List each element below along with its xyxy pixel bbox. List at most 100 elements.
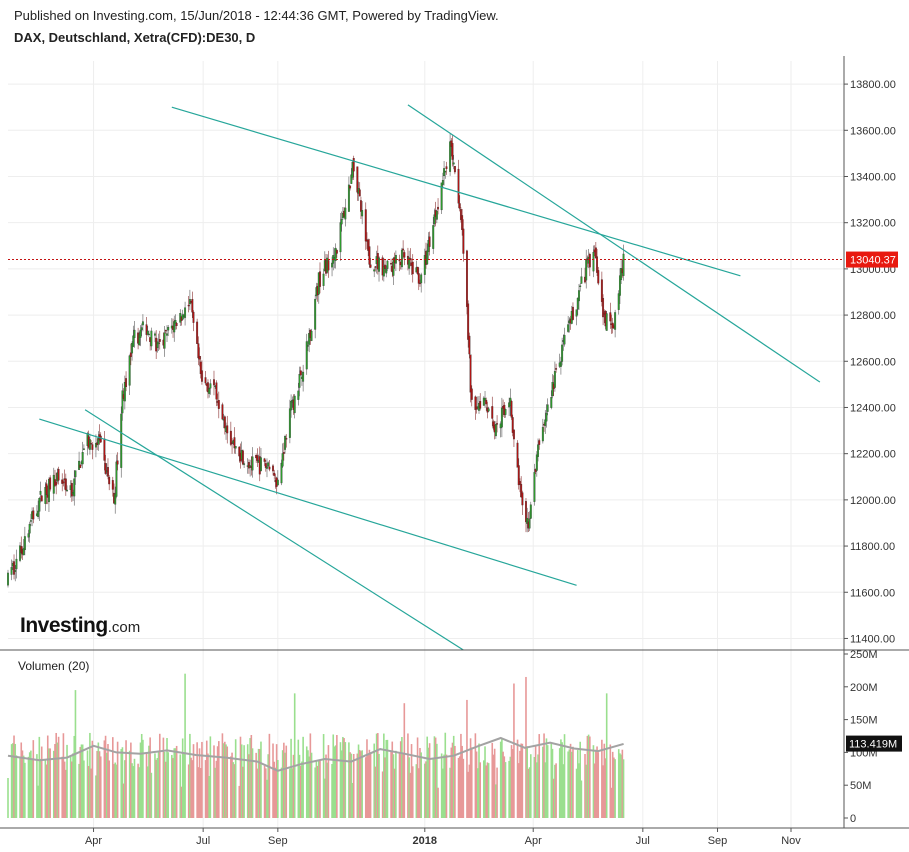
volume-bar <box>543 733 545 818</box>
volume-bar <box>57 736 60 818</box>
volume-bar <box>474 733 477 818</box>
candle <box>462 228 465 254</box>
volume-bar <box>224 741 226 818</box>
candle <box>229 430 232 445</box>
candle <box>64 478 67 491</box>
volume-bar <box>390 750 392 818</box>
volume-bar <box>274 767 277 818</box>
candle <box>340 219 343 225</box>
volume-bar <box>510 745 513 818</box>
candle <box>263 458 266 462</box>
trendline-3[interactable] <box>39 418 577 586</box>
candle <box>349 185 352 189</box>
candle <box>594 247 597 259</box>
volume-bar <box>45 764 48 818</box>
volume-bar <box>562 764 565 818</box>
candle <box>580 276 583 284</box>
candle <box>310 330 313 341</box>
trendline-4[interactable] <box>84 409 464 651</box>
volume-bar <box>145 753 148 818</box>
candle <box>158 339 161 342</box>
volume-bar <box>403 703 406 818</box>
volume-bar <box>483 760 485 818</box>
candle <box>66 489 68 492</box>
volume-bar <box>54 743 56 818</box>
volume-bar <box>452 735 455 818</box>
volume-bar <box>146 766 149 818</box>
volume-bar <box>165 761 167 818</box>
candle <box>572 306 574 320</box>
volume-bar <box>604 758 607 818</box>
volume-bar <box>620 754 622 818</box>
candle <box>516 442 519 468</box>
volume-bar <box>30 750 32 818</box>
volume-bar <box>114 762 117 818</box>
volume-bar <box>325 754 327 818</box>
time-tick-label: Jul <box>636 835 650 847</box>
trendlines[interactable] <box>39 104 821 651</box>
volume-bar <box>385 739 388 818</box>
volume-bar <box>461 745 463 818</box>
volume-bar <box>197 767 200 818</box>
price-tick-label: 12800.00 <box>850 310 896 322</box>
time-tick-label: Sep <box>268 835 288 847</box>
volume-bar <box>155 759 157 818</box>
volume-bar <box>307 750 309 818</box>
candle <box>545 412 548 422</box>
volume-bar <box>361 750 363 818</box>
volume-bar <box>234 739 237 818</box>
published-line: Published on Investing.com, 15/Jun/2018 … <box>14 8 499 23</box>
candle <box>526 517 529 524</box>
candle <box>247 462 250 469</box>
volume-bar <box>610 787 613 818</box>
volume-bar <box>450 747 453 818</box>
volume-bar <box>56 742 59 818</box>
volume-bar <box>83 760 85 818</box>
candle <box>441 180 444 185</box>
candle <box>94 443 97 448</box>
volume-bar <box>528 767 531 818</box>
volume-bar <box>91 740 94 818</box>
candle <box>411 261 414 275</box>
candle <box>322 273 325 286</box>
volume-bar <box>133 758 136 818</box>
candle <box>38 497 41 512</box>
volume-bar <box>308 756 310 818</box>
volume-bar <box>580 780 583 818</box>
candle <box>197 343 200 359</box>
price-tick-label: 11600.00 <box>850 587 895 599</box>
volume-bar <box>333 746 336 818</box>
candle <box>164 329 167 332</box>
candle <box>364 209 367 242</box>
candle <box>440 182 443 211</box>
volume-bar <box>443 754 445 818</box>
volume-bar <box>496 767 498 818</box>
volume-bar <box>393 768 396 818</box>
candle <box>223 416 226 429</box>
volume-bar <box>589 736 591 818</box>
volume-label: Volumen (20) <box>18 659 90 673</box>
volume-bar <box>264 768 267 818</box>
trendline-2[interactable] <box>407 104 821 383</box>
candle <box>367 239 370 251</box>
volume-bar <box>521 743 524 818</box>
volume-bar <box>368 749 371 818</box>
volume-bar <box>24 762 26 818</box>
volume-bar <box>281 750 284 818</box>
candle <box>297 390 300 400</box>
volume-bar <box>10 744 13 818</box>
trendline-1[interactable] <box>171 106 741 277</box>
candle <box>208 388 211 394</box>
volume-bar <box>520 743 522 818</box>
volume-bar <box>503 756 506 818</box>
candle <box>39 490 42 495</box>
volume-bar <box>36 754 38 818</box>
volume-bar <box>292 754 295 818</box>
candle <box>28 524 31 534</box>
candle <box>114 493 117 505</box>
volume-bar <box>375 733 378 818</box>
candle <box>88 439 91 450</box>
candle <box>108 476 111 485</box>
candle <box>620 268 623 280</box>
